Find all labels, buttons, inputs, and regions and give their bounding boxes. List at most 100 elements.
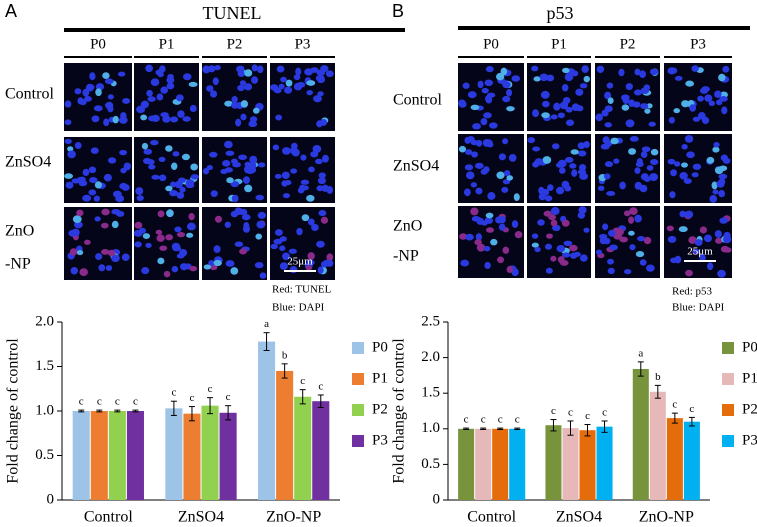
nucleus [699,226,707,234]
nucleus [76,250,84,256]
nucleus [573,251,581,257]
nucleus [103,173,113,182]
nucleus [230,102,240,109]
nucleus [121,184,130,191]
nucleus [255,233,263,240]
nucleus [602,223,609,231]
nucleus [681,162,688,168]
nucleus [240,113,247,121]
nucleus [604,122,612,128]
nucleus [163,270,171,278]
nucleus [623,269,632,275]
nucleus [640,151,648,159]
y-tick-label: 1.0 [421,420,440,436]
nucleus [477,80,484,89]
nucleus [134,241,142,248]
nucleus [622,96,630,105]
nucleus [174,180,183,189]
column-header: P0 [90,36,106,52]
nucleus [531,242,539,248]
nucleus [76,209,84,217]
nucleus [270,243,278,250]
nucleus [151,114,160,122]
bar [126,411,144,500]
nucleus [718,177,726,186]
nucleus [634,167,641,174]
y-tick-label: 0 [433,491,441,507]
nucleus [557,112,565,119]
nucleus [312,145,322,153]
nucleus [715,237,723,244]
nucleus [674,161,681,167]
nucleus [222,160,231,167]
nucleus [317,266,324,274]
significance-letter: c [481,414,486,426]
nucleus [64,173,73,179]
nucleus [248,121,258,128]
nucleus [688,236,697,244]
nucleus [565,106,573,113]
y-tick-label: 0.5 [421,456,440,472]
nucleus [188,81,198,87]
nucleus [599,233,608,240]
nucleus [465,149,473,156]
nucleus [613,158,620,164]
nucleus [615,228,624,236]
nucleus [489,122,498,129]
y-tick-label: 1.5 [35,358,54,374]
nucleus [85,83,94,92]
nucleus [669,191,676,199]
nucleus [159,245,168,251]
nucleus [623,210,631,217]
nucleus [300,154,307,161]
nucleus [581,65,589,73]
nucleus [563,240,573,246]
nucleus [77,97,84,105]
nucleus [484,79,494,87]
nucleus [236,207,244,215]
nucleus [74,142,82,149]
legend-swatch [722,435,734,447]
nucleus [699,87,709,94]
nucleus [482,139,491,147]
nucleus [462,82,470,89]
nucleus [692,248,700,255]
nucleus [625,119,635,128]
nucleus [104,78,114,85]
nucleus [279,262,288,270]
nucleus [140,114,148,121]
row-label: Control [5,86,54,103]
nucleus [141,142,149,150]
nucleus [111,208,121,215]
nucleus [718,189,726,198]
row-label: ZnSO4 [5,154,51,171]
row-label: -NP [393,248,419,265]
nucleus [619,181,626,190]
bar [545,425,562,500]
nucleus [279,236,287,242]
column-header: P1 [159,36,175,52]
nucleus [480,118,488,126]
nucleus [214,215,222,223]
row-label: Control [393,92,442,109]
y-axis-label: Fold change of control [5,338,22,484]
nucleus [100,249,110,255]
nucleus [608,229,616,237]
nucleus [502,95,511,103]
nucleus [649,173,659,181]
nucleus [300,179,310,185]
nucleus [542,156,552,164]
nucleus [170,181,177,188]
nucleus [502,179,511,185]
significance-letter: c [515,414,520,426]
nucleus [169,189,178,197]
nucleus [105,101,114,110]
micrograph [527,63,591,131]
panel-title: TUNEL [203,3,262,23]
nucleus [648,121,656,127]
nucleus [225,260,235,267]
nucleus [121,253,130,261]
nucleus [621,104,630,111]
nucleus [697,95,704,102]
nucleus [226,177,234,184]
